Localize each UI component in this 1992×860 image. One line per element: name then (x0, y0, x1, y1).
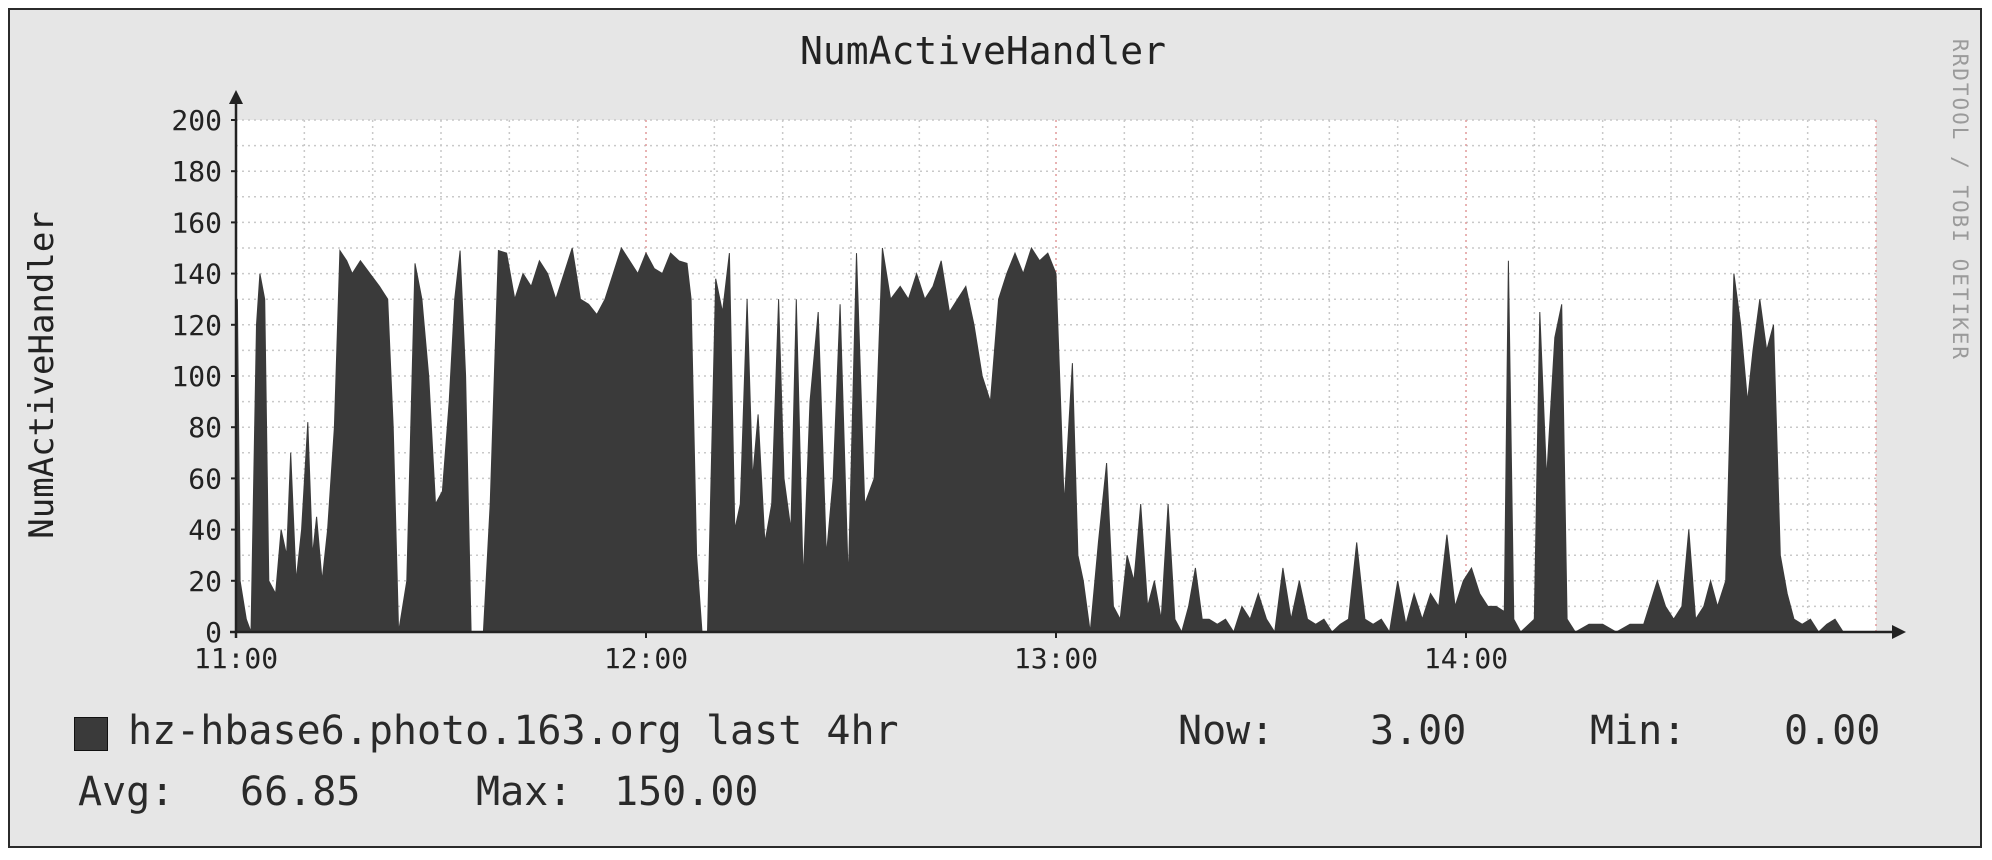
x-tick-label: 12:00 (604, 642, 688, 675)
y-tick-label: 60 (188, 462, 222, 495)
axes (229, 90, 1906, 639)
x-tick-label: 13:00 (1014, 642, 1098, 675)
y-tick-label: 100 (171, 360, 222, 393)
x-axis-arrow (1892, 625, 1906, 639)
series-group (235, 246, 1849, 634)
y-tick-label: 160 (171, 206, 222, 239)
y-axis-label: NumActiveHandler (22, 211, 62, 539)
y-tick-label: 200 (171, 104, 222, 137)
x-tick-label: 11:00 (194, 642, 278, 675)
y-ticks: 0 20 40 60 80 100 120 140 160 180 200 (171, 104, 236, 649)
y-tick-label: 40 (188, 514, 222, 547)
y-tick-label: 180 (171, 155, 222, 188)
watermark: RRDTOOL / TOBI OETIKER (1948, 39, 1972, 361)
y-tick-label: 20 (188, 565, 222, 598)
y-axis-arrow (229, 90, 243, 104)
y-tick-label: 140 (171, 258, 222, 291)
y-tick-label: 0 (205, 616, 222, 649)
y-tick-label: 120 (171, 309, 222, 342)
x-tick-label: 14:00 (1424, 642, 1508, 675)
chart-title: NumActiveHandler (800, 29, 1166, 73)
x-ticks: 11:00 12:00 13:00 14:00 (194, 632, 1508, 675)
y-tick-label: 80 (188, 411, 222, 444)
series-area (235, 246, 1849, 634)
